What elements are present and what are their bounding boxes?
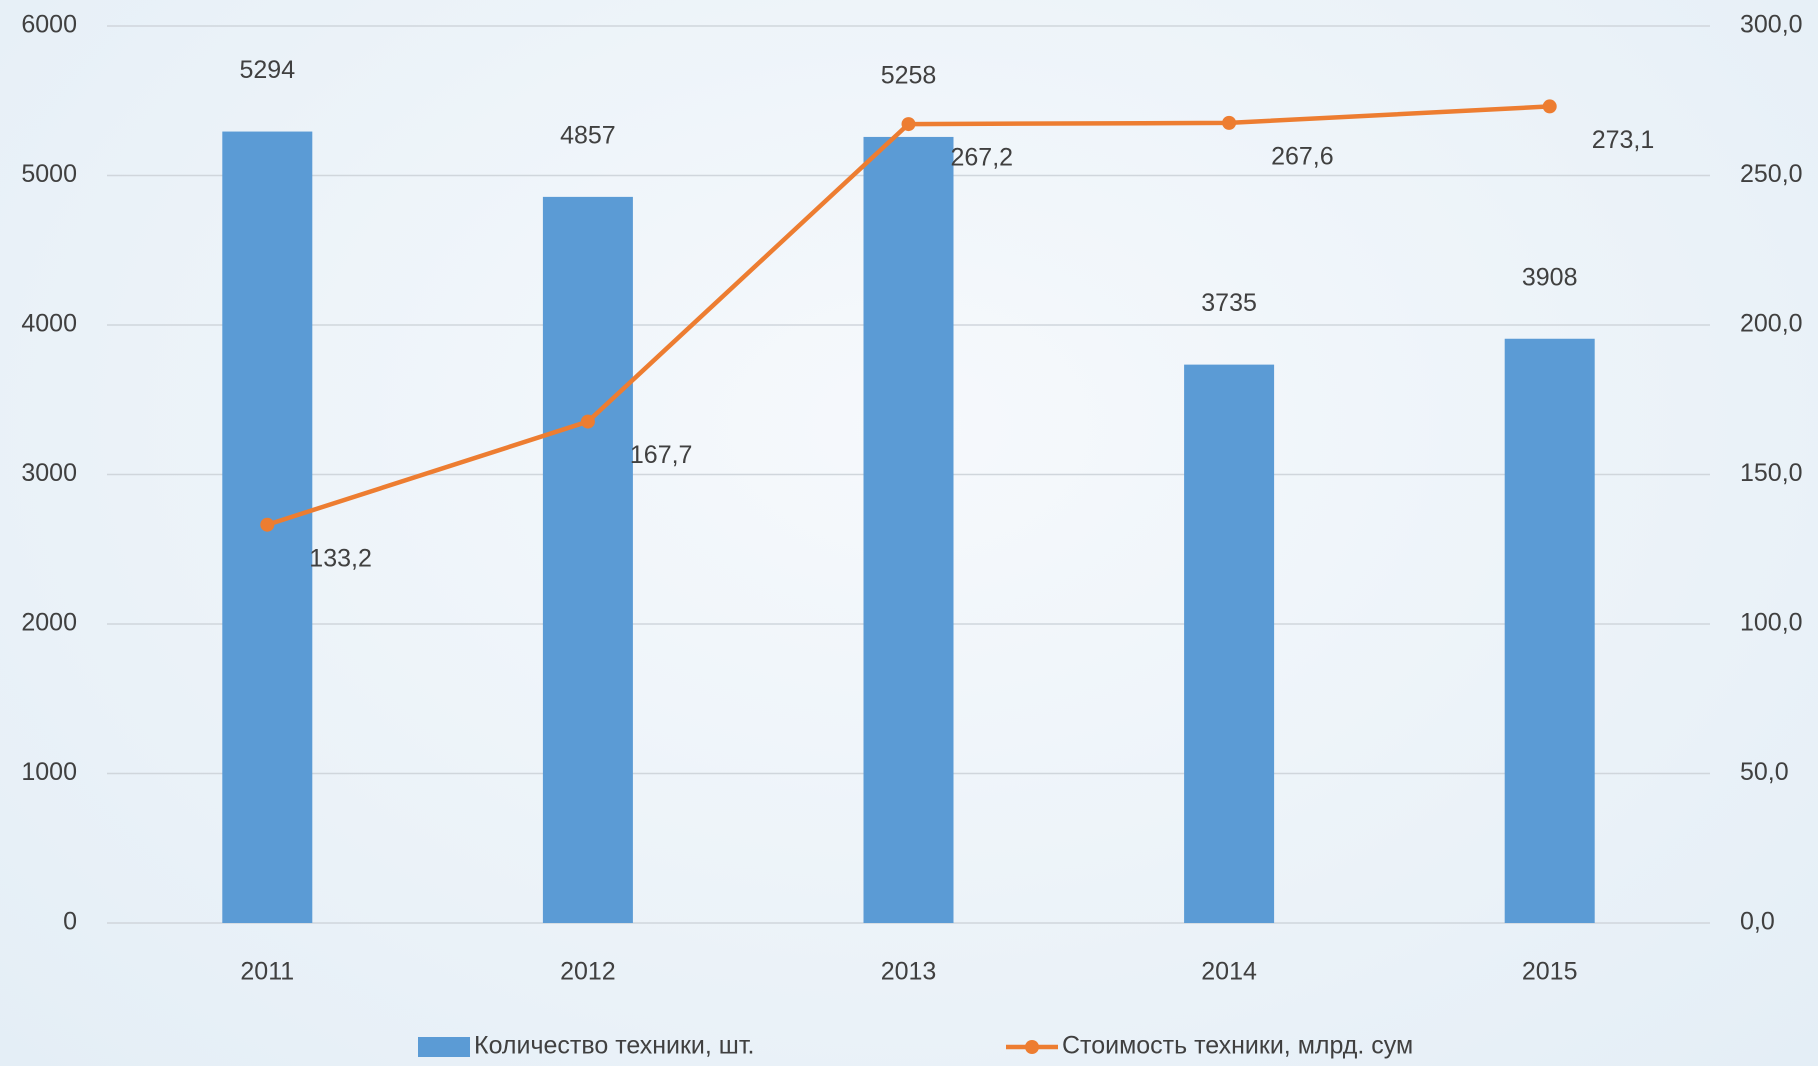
bar-value-label: 5294	[239, 56, 295, 84]
y2-tick-label: 0,0	[1740, 908, 1775, 936]
x-tick-label: 2012	[560, 958, 616, 986]
y-tick-label: 4000	[21, 310, 77, 338]
chart: 0 1000 2000 3000 4000 5000 6000 0,0 50,0 100,0 150…	[0, 0, 1818, 1066]
line-marker	[902, 117, 916, 131]
y-tick-label: 5000	[21, 160, 77, 188]
y2-tick-label: 50,0	[1740, 758, 1789, 786]
y-tick-label: 2000	[21, 609, 77, 637]
legend-swatch	[1025, 1040, 1039, 1054]
line-marker	[581, 415, 595, 429]
y2-tick-label: 100,0	[1740, 609, 1803, 637]
x-tick-label: 2011	[240, 958, 294, 986]
y2-tick-label: 200,0	[1740, 310, 1803, 338]
y-tick-label: 6000	[21, 11, 77, 39]
y2-tick-label: 150,0	[1740, 459, 1803, 487]
x-tick-label: 2013	[881, 958, 937, 986]
line-value-label: 267,2	[951, 144, 1014, 172]
legend-label: Количество техники, шт.	[474, 1032, 754, 1060]
bar	[864, 137, 954, 923]
bar	[543, 197, 633, 923]
legend-swatch	[418, 1037, 470, 1057]
line-value-label: 133,2	[309, 544, 372, 572]
y2-tick-label: 300,0	[1740, 11, 1803, 39]
x-tick-label: 2014	[1201, 958, 1257, 986]
bar	[1505, 339, 1595, 923]
x-tick-label: 2015	[1522, 958, 1578, 986]
y-tick-label: 1000	[21, 758, 77, 786]
line-value-label: 167,7	[630, 441, 693, 469]
bar-value-label: 4857	[560, 121, 616, 149]
y2-tick-label: 250,0	[1740, 160, 1803, 188]
bar	[1184, 365, 1274, 923]
y-tick-label: 0	[63, 908, 77, 936]
y-tick-label: 3000	[21, 459, 77, 487]
line-marker	[260, 518, 274, 532]
line-value-label: 267,6	[1271, 142, 1334, 170]
bar-value-label: 3735	[1201, 289, 1257, 317]
bar-value-label: 5258	[881, 62, 937, 90]
line-marker	[1222, 116, 1236, 130]
line-value-label: 273,1	[1592, 126, 1655, 154]
bar-value-label: 3908	[1522, 263, 1578, 291]
legend-label: Стоимость техники, млрд. сум	[1062, 1032, 1413, 1060]
line-marker	[1543, 99, 1557, 113]
